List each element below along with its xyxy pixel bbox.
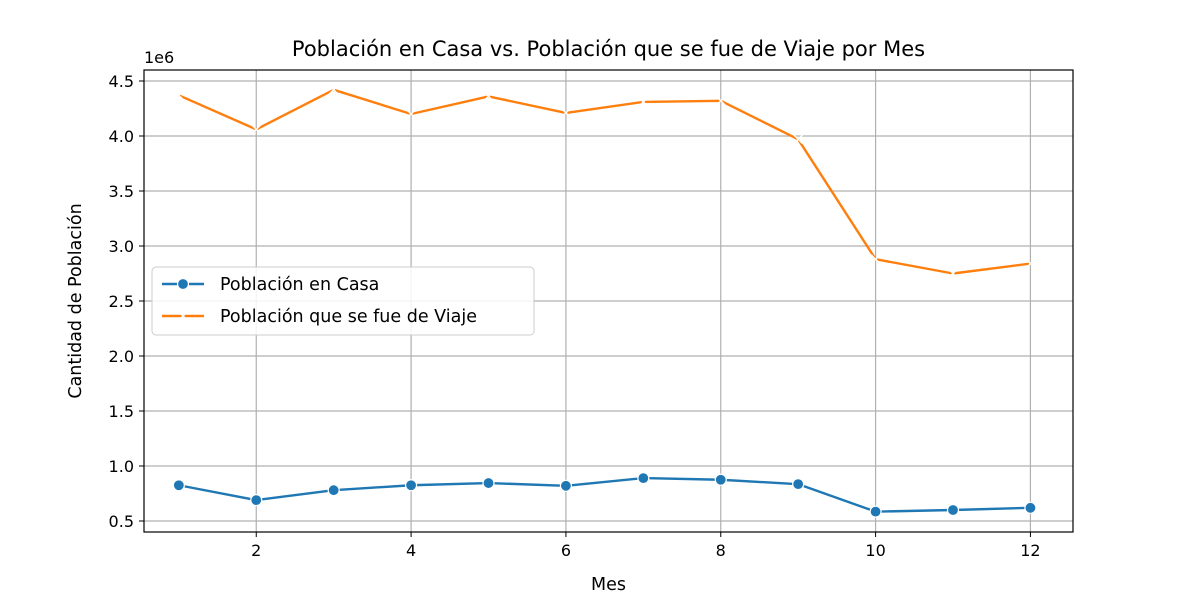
data-point: [172, 479, 185, 492]
legend-item: Población en Casa: [162, 275, 379, 295]
data-point: [404, 479, 418, 492]
data-point: [560, 107, 571, 118]
x-tick-label: 2: [251, 541, 261, 560]
data-point: [483, 91, 494, 102]
data-point: [793, 134, 804, 145]
series-1: [172, 472, 1037, 518]
legend-label: Población en Casa: [220, 275, 379, 295]
data-point: [482, 476, 495, 490]
legend-box: [151, 266, 535, 336]
y-tick-label: 0.5: [109, 512, 134, 531]
data-point: [1024, 501, 1037, 514]
legend-marker: [176, 277, 190, 291]
data-point: [559, 479, 573, 492]
data-point: [251, 124, 262, 135]
y-tick-label: 2.0: [109, 347, 134, 366]
y-offset-label: 1e6: [144, 48, 174, 67]
data-point: [637, 472, 650, 485]
x-axis-label: Mes: [591, 575, 626, 595]
data-point: [638, 96, 649, 107]
y-tick-label: 3.5: [109, 182, 134, 201]
data-point: [870, 254, 881, 265]
x-tick-label: 6: [561, 541, 571, 560]
chart-title: Población en Casa vs. Población que se f…: [292, 37, 925, 61]
data-point: [948, 268, 958, 279]
legend-marker: [178, 311, 188, 321]
ticks: 2 4 6 8 10 12 0.5 1.0 1.5 2.0 2.5 3.0 3.5 4.0 4.5: [109, 72, 1041, 560]
x-tick-label: 10: [865, 541, 885, 560]
x-tick-label: 4: [406, 541, 416, 560]
data-point: [1025, 258, 1036, 269]
series-2: [173, 84, 1036, 279]
data-point: [173, 90, 184, 101]
data-point: [946, 503, 960, 517]
data-point: [327, 484, 340, 497]
x-tick-label: 12: [1020, 541, 1040, 560]
y-tick-label: 3.0: [109, 237, 134, 256]
y-tick-label: 1.5: [109, 402, 134, 421]
data-point: [250, 494, 263, 507]
data-point: [715, 95, 726, 106]
data-point: [406, 109, 417, 119]
series-line: [178, 88, 1031, 275]
series-layer: [172, 84, 1037, 518]
y-tick-label: 1.0: [109, 457, 134, 476]
series-line: [178, 476, 1031, 513]
data-point: [869, 505, 882, 518]
grid: [144, 70, 1073, 532]
data-point: [792, 478, 805, 491]
legend-label: Población que se fue de Viaje: [220, 307, 477, 327]
y-tick-label: 4.0: [109, 127, 134, 146]
data-point: [328, 84, 339, 95]
y-tick-label: 4.5: [109, 72, 134, 91]
legend: Población en Casa Población que se fue de…: [151, 266, 535, 336]
x-tick-label: 8: [716, 541, 726, 560]
data-point: [714, 473, 727, 486]
legend-item: Población que se fue de Viaje: [162, 307, 477, 327]
y-axis-label: Cantidad de Población: [66, 203, 86, 398]
y-tick-label: 2.5: [109, 292, 134, 311]
